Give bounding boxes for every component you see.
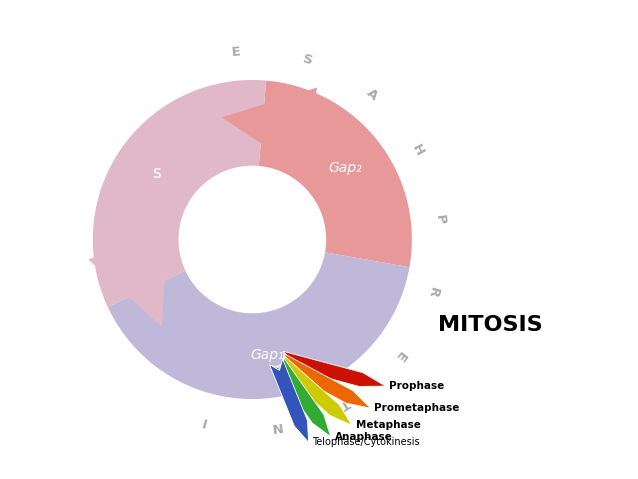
Text: I: I [200, 414, 208, 428]
Polygon shape [108, 252, 410, 399]
Polygon shape [274, 355, 352, 425]
Text: Anaphase: Anaphase [334, 432, 392, 442]
Text: S: S [302, 52, 315, 68]
Text: Metaphase: Metaphase [355, 420, 420, 430]
Text: H: H [410, 142, 426, 158]
Text: Prophase: Prophase [389, 381, 445, 391]
Text: MITOSIS: MITOSIS [438, 315, 543, 335]
Text: Gap₂: Gap₂ [328, 161, 362, 175]
Polygon shape [88, 228, 168, 327]
Polygon shape [93, 80, 266, 307]
Text: A: A [364, 86, 380, 103]
Text: P: P [433, 214, 447, 225]
Text: s: s [152, 163, 161, 182]
Polygon shape [277, 354, 371, 408]
Text: Telophase/Cytokinesis: Telophase/Cytokinesis [313, 437, 420, 447]
Polygon shape [279, 351, 385, 387]
Polygon shape [259, 80, 412, 267]
Text: E: E [392, 349, 408, 364]
Text: N: N [270, 419, 282, 433]
Polygon shape [222, 88, 317, 172]
Text: Gap₁: Gap₁ [251, 348, 285, 362]
Polygon shape [272, 357, 330, 437]
Text: E: E [231, 45, 241, 59]
Polygon shape [269, 359, 309, 442]
Text: R: R [426, 285, 441, 298]
Text: Prometaphase: Prometaphase [375, 403, 460, 413]
Text: T: T [338, 395, 352, 411]
